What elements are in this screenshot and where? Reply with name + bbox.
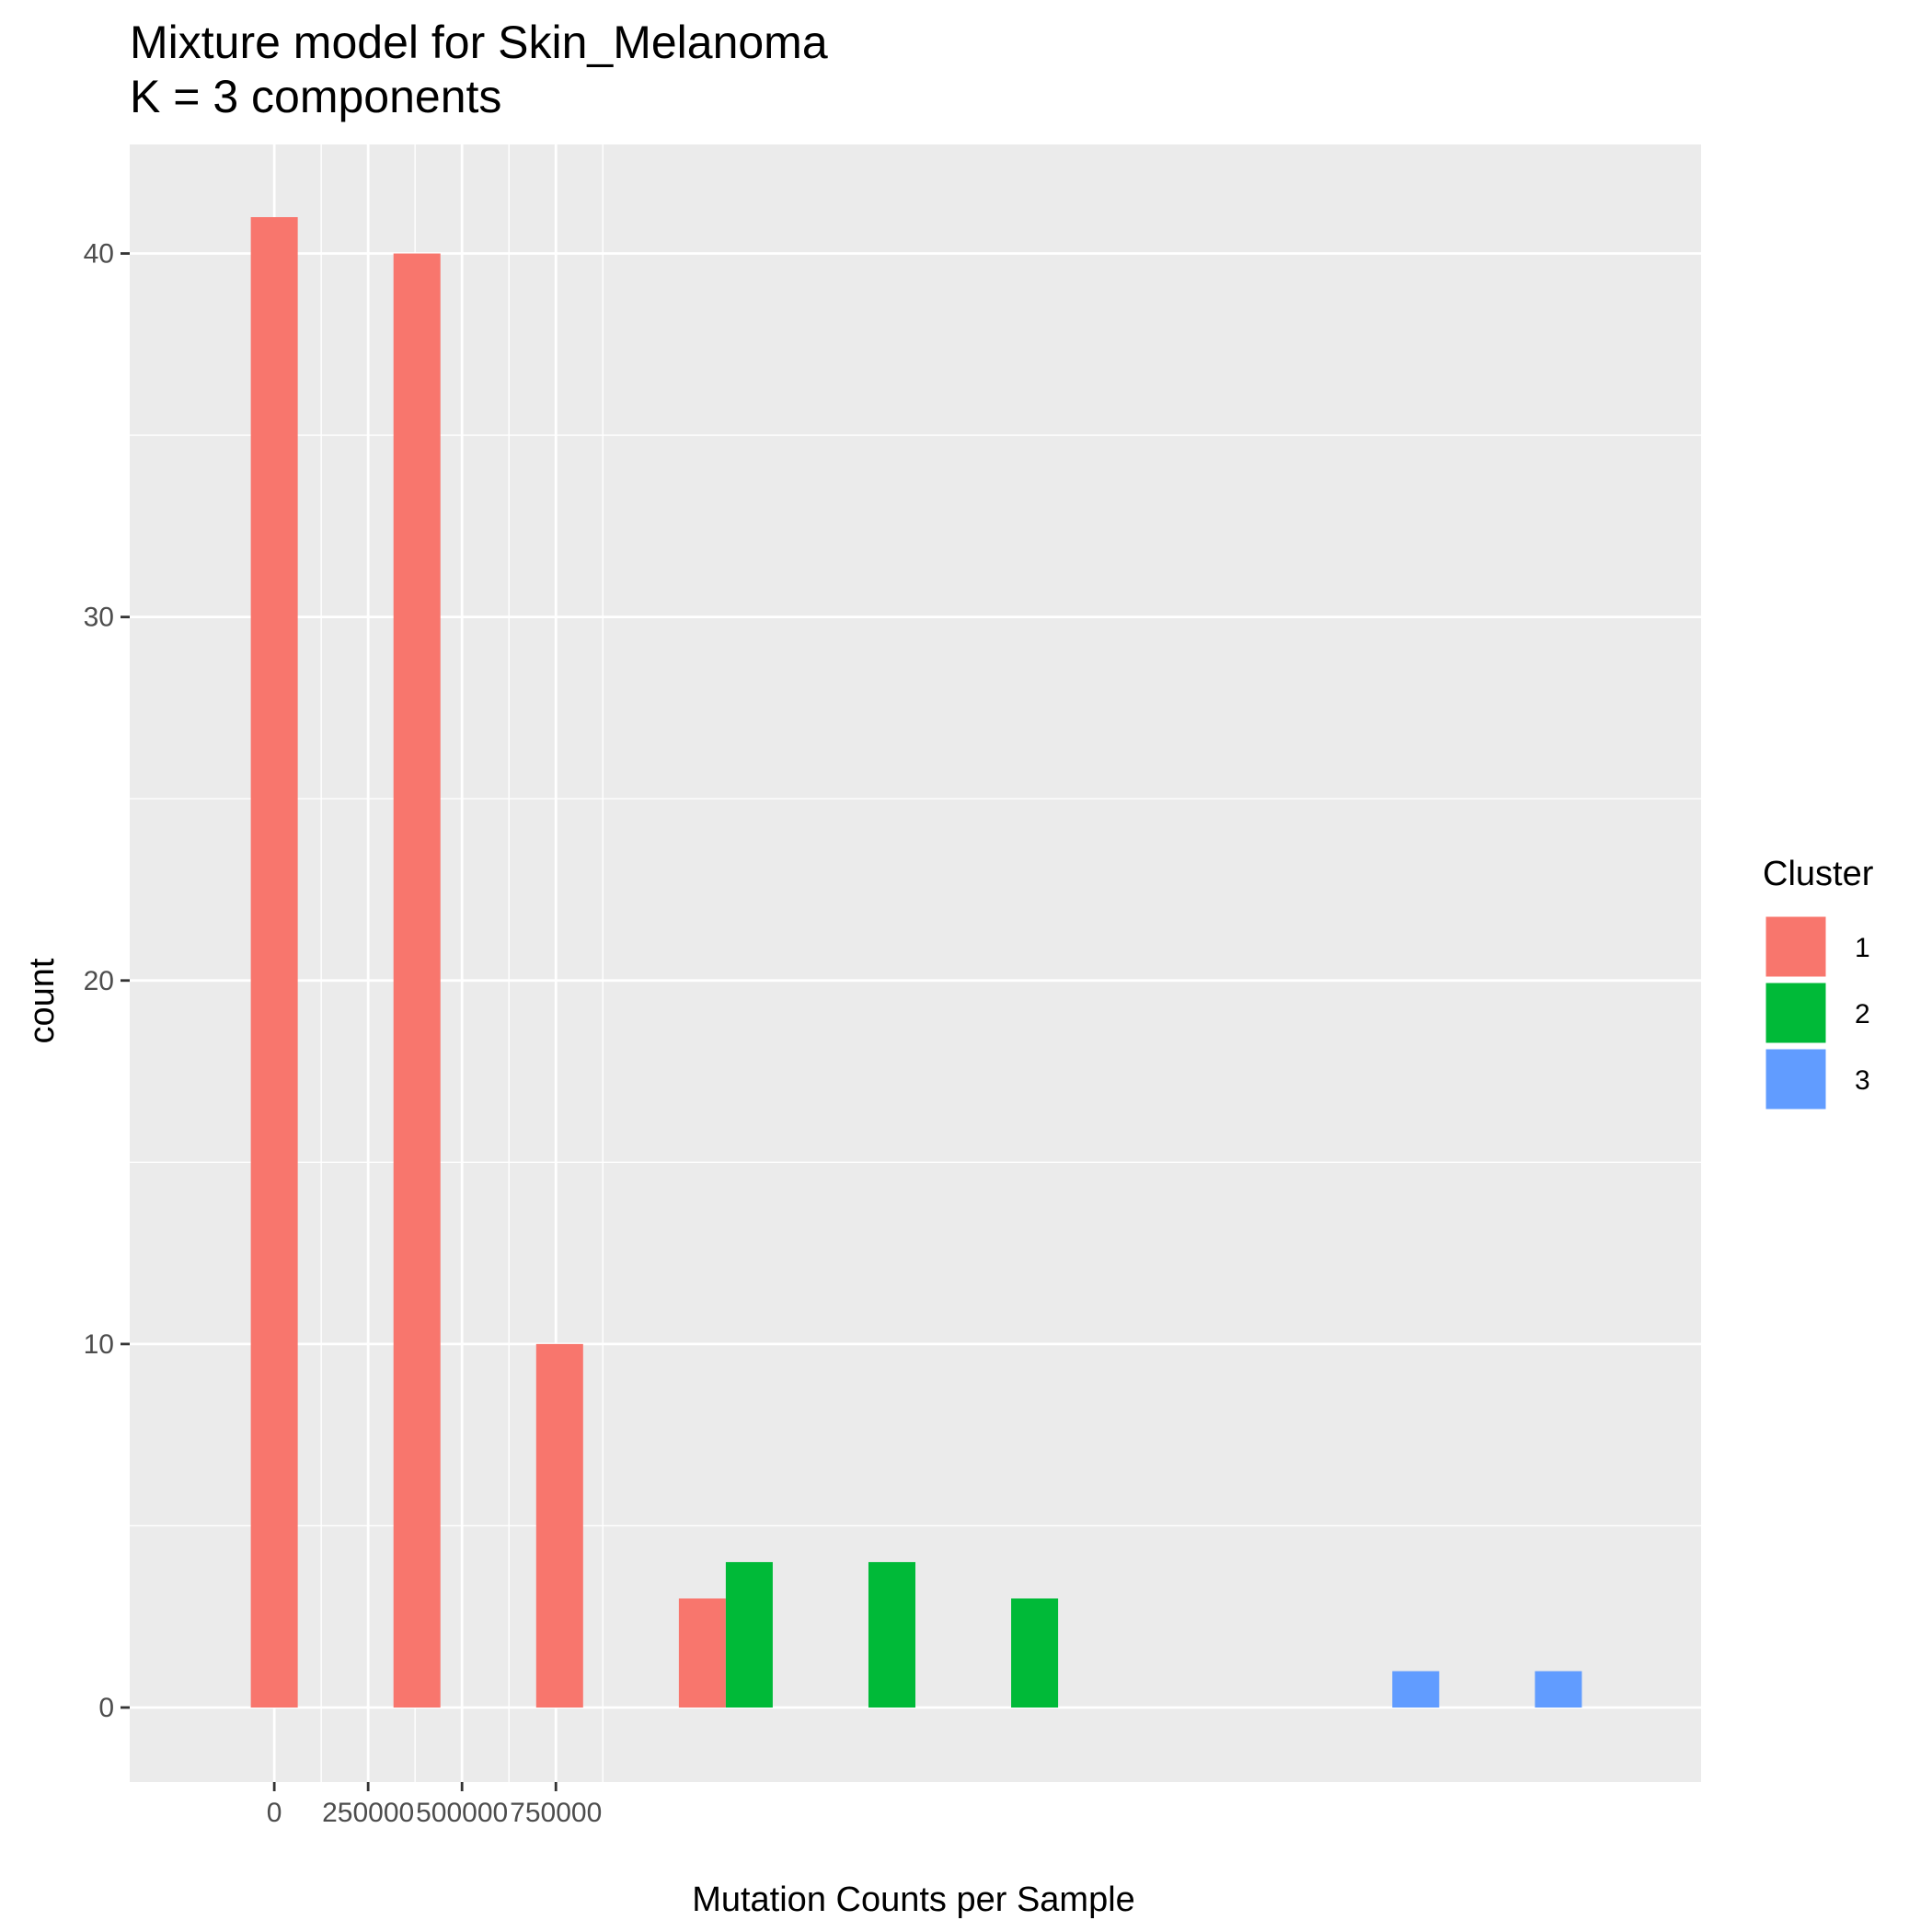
y-tick-label: 10 [84,1329,114,1360]
bar-cluster-1 [678,1598,726,1708]
legend-label-2: 2 [1855,999,1870,1029]
bar-cluster-1 [393,253,441,1708]
legend-entries: 1 2 3 [1763,914,1870,1112]
x-tick-label: 250000 [322,1798,414,1828]
x-tick-label: 750000 [510,1798,602,1828]
legend-key-1 [1763,914,1829,980]
bar-cluster-2 [868,1561,915,1708]
legend: Cluster 1 2 3 [1763,855,1874,1112]
chart-subtitle: K = 3 components [130,71,501,122]
x-axis-title: Mutation Counts per Sample [692,1880,1135,1919]
legend-key-2 [1763,980,1829,1046]
x-axis: 0 250000 500000 750000 [267,1782,602,1828]
y-tick-label: 30 [84,603,114,633]
histogram-bars [250,217,1582,1708]
bar-cluster-2 [725,1561,773,1708]
y-tick-label: 0 [98,1693,114,1723]
legend-title: Cluster [1763,855,1874,893]
bar-cluster-3 [1535,1671,1582,1708]
plot-panel [130,144,1701,1782]
y-axis: 0 10 20 30 40 [84,239,130,1723]
y-tick-label: 40 [84,239,114,270]
bar-cluster-3 [1392,1671,1440,1708]
bar-cluster-2 [1011,1598,1059,1708]
x-tick-label: 0 [267,1798,282,1828]
y-axis-title: count [23,958,62,1043]
bar-cluster-1 [535,1343,583,1708]
y-tick-label: 20 [84,966,114,996]
legend-key-3 [1763,1046,1829,1112]
bar-cluster-1 [250,217,298,1708]
legend-label-1: 1 [1855,933,1870,963]
legend-label-3: 3 [1855,1065,1870,1096]
x-tick-label: 500000 [416,1798,508,1828]
chart-title: Mixture model for Skin_Melanoma [130,17,828,68]
